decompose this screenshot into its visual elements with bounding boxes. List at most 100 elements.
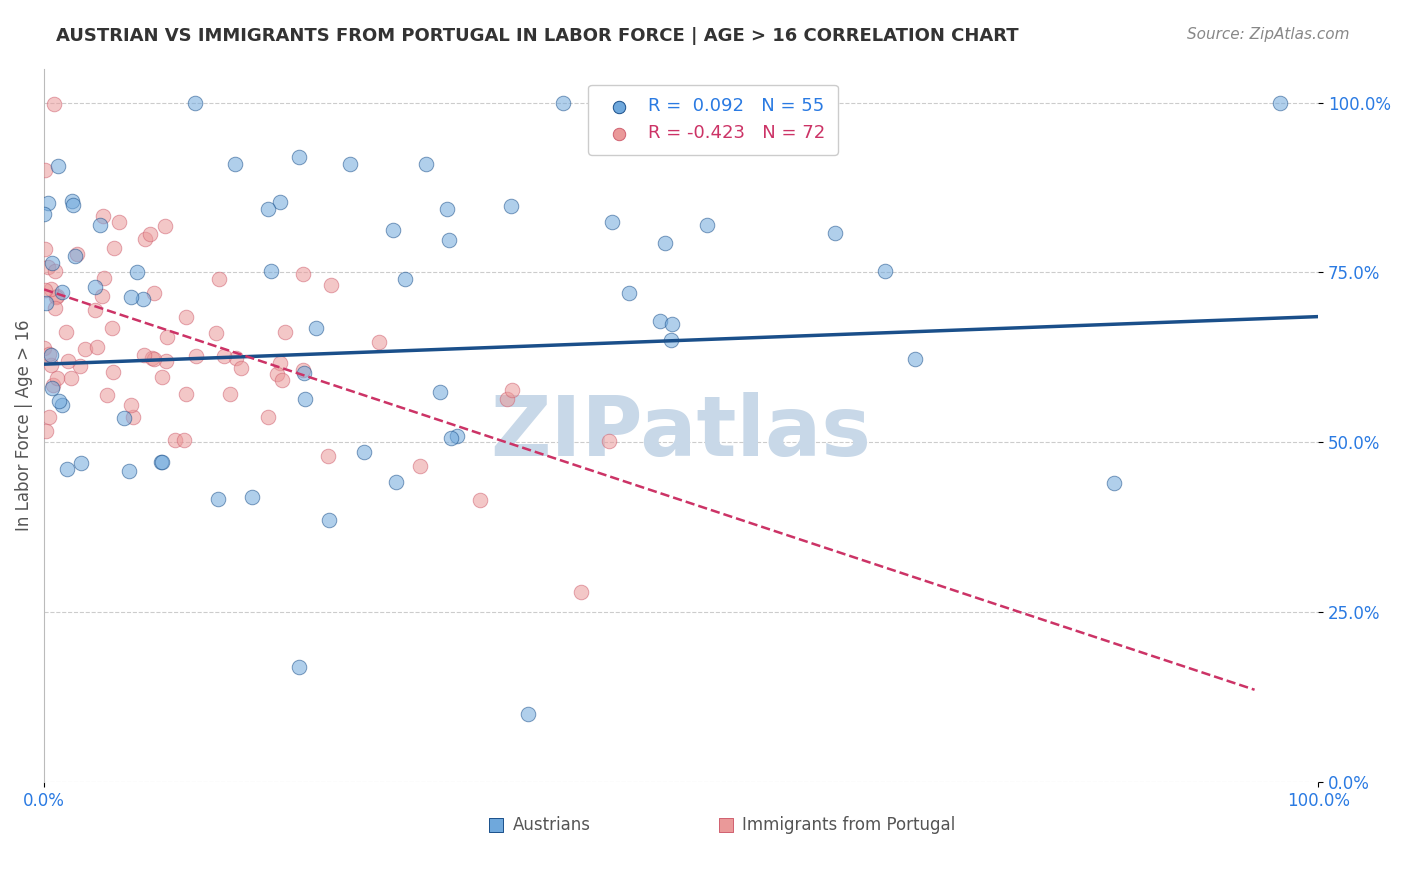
- Point: [353, 445, 375, 459]
- Point: [224, 156, 246, 170]
- Point: [294, 392, 316, 407]
- Point: [1268, 95, 1291, 110]
- Point: [270, 373, 292, 387]
- Point: [696, 218, 718, 232]
- Point: [269, 195, 291, 210]
- Point: [69, 359, 91, 373]
- Point: [229, 361, 252, 376]
- Point: [269, 356, 291, 370]
- Point: [207, 491, 229, 506]
- Point: [44, 301, 66, 315]
- Point: [101, 366, 124, 380]
- Point: [155, 354, 177, 368]
- Point: [34, 242, 56, 256]
- Point: [56, 462, 79, 476]
- Point: [517, 707, 540, 722]
- Point: [429, 384, 451, 399]
- Point: [256, 202, 278, 217]
- Text: ZIPatlas: ZIPatlas: [491, 392, 872, 473]
- Point: [60, 194, 83, 208]
- Point: [39, 282, 62, 296]
- Point: [90, 289, 112, 303]
- Point: [156, 330, 179, 344]
- Point: [470, 492, 492, 507]
- Point: [184, 95, 207, 110]
- Point: [714, 816, 737, 830]
- Point: [903, 352, 925, 367]
- Point: [173, 433, 195, 447]
- Point: [205, 326, 228, 341]
- Point: [212, 349, 235, 363]
- Point: [824, 226, 846, 240]
- Point: [118, 464, 141, 478]
- Point: [55, 325, 77, 339]
- Point: [394, 272, 416, 286]
- Point: [93, 271, 115, 285]
- Point: [305, 321, 328, 335]
- Point: [34, 283, 56, 297]
- Point: [318, 513, 340, 527]
- Point: [219, 386, 242, 401]
- Point: [260, 264, 283, 278]
- Point: [142, 352, 165, 367]
- Legend: R =  0.092   N = 55, R = -0.423   N = 72: R = 0.092 N = 55, R = -0.423 N = 72: [588, 85, 838, 155]
- Point: [75, 343, 97, 357]
- Point: [661, 333, 683, 347]
- Point: [176, 310, 198, 325]
- Point: [661, 317, 683, 331]
- Point: [84, 302, 107, 317]
- Point: [46, 160, 69, 174]
- Point: [134, 232, 156, 246]
- Point: [240, 490, 263, 504]
- Point: [48, 394, 70, 409]
- Text: Source: ZipAtlas.com: Source: ZipAtlas.com: [1187, 27, 1350, 42]
- Point: [274, 325, 297, 339]
- Point: [409, 459, 432, 474]
- Point: [96, 387, 118, 401]
- Point: [1104, 475, 1126, 490]
- Point: [51, 285, 73, 299]
- Point: [381, 223, 404, 237]
- Point: [65, 247, 87, 261]
- Point: [288, 659, 311, 673]
- Point: [83, 280, 105, 294]
- Point: [321, 277, 343, 292]
- Point: [654, 236, 676, 251]
- Point: [485, 816, 508, 830]
- Text: AUSTRIAN VS IMMIGRANTS FROM PORTUGAL IN LABOR FORCE | AGE > 16 CORRELATION CHART: AUSTRIAN VS IMMIGRANTS FROM PORTUGAL IN …: [56, 27, 1019, 45]
- Point: [100, 321, 122, 335]
- Point: [153, 219, 176, 234]
- Point: [288, 150, 311, 164]
- Point: [44, 263, 66, 277]
- Point: [38, 410, 60, 425]
- Point: [648, 314, 671, 328]
- Point: [174, 387, 197, 401]
- Point: [62, 198, 84, 212]
- Point: [120, 290, 142, 304]
- Point: [143, 285, 166, 300]
- Point: [132, 292, 155, 306]
- Point: [63, 249, 86, 263]
- Point: [34, 162, 56, 177]
- Point: [496, 392, 519, 406]
- Point: [34, 341, 56, 355]
- Point: [91, 209, 114, 223]
- Point: [207, 271, 229, 285]
- Point: [38, 347, 60, 361]
- Point: [35, 424, 58, 438]
- Point: [39, 358, 62, 372]
- Point: [553, 95, 575, 110]
- Point: [32, 207, 55, 221]
- Point: [149, 454, 172, 468]
- Point: [150, 369, 173, 384]
- Point: [598, 434, 620, 448]
- Point: [127, 265, 149, 279]
- Point: [41, 256, 63, 270]
- Point: [141, 351, 163, 365]
- Point: [316, 449, 339, 463]
- Point: [257, 410, 280, 425]
- Point: [225, 351, 247, 366]
- Point: [292, 268, 315, 282]
- Point: [569, 584, 592, 599]
- Point: [163, 433, 186, 447]
